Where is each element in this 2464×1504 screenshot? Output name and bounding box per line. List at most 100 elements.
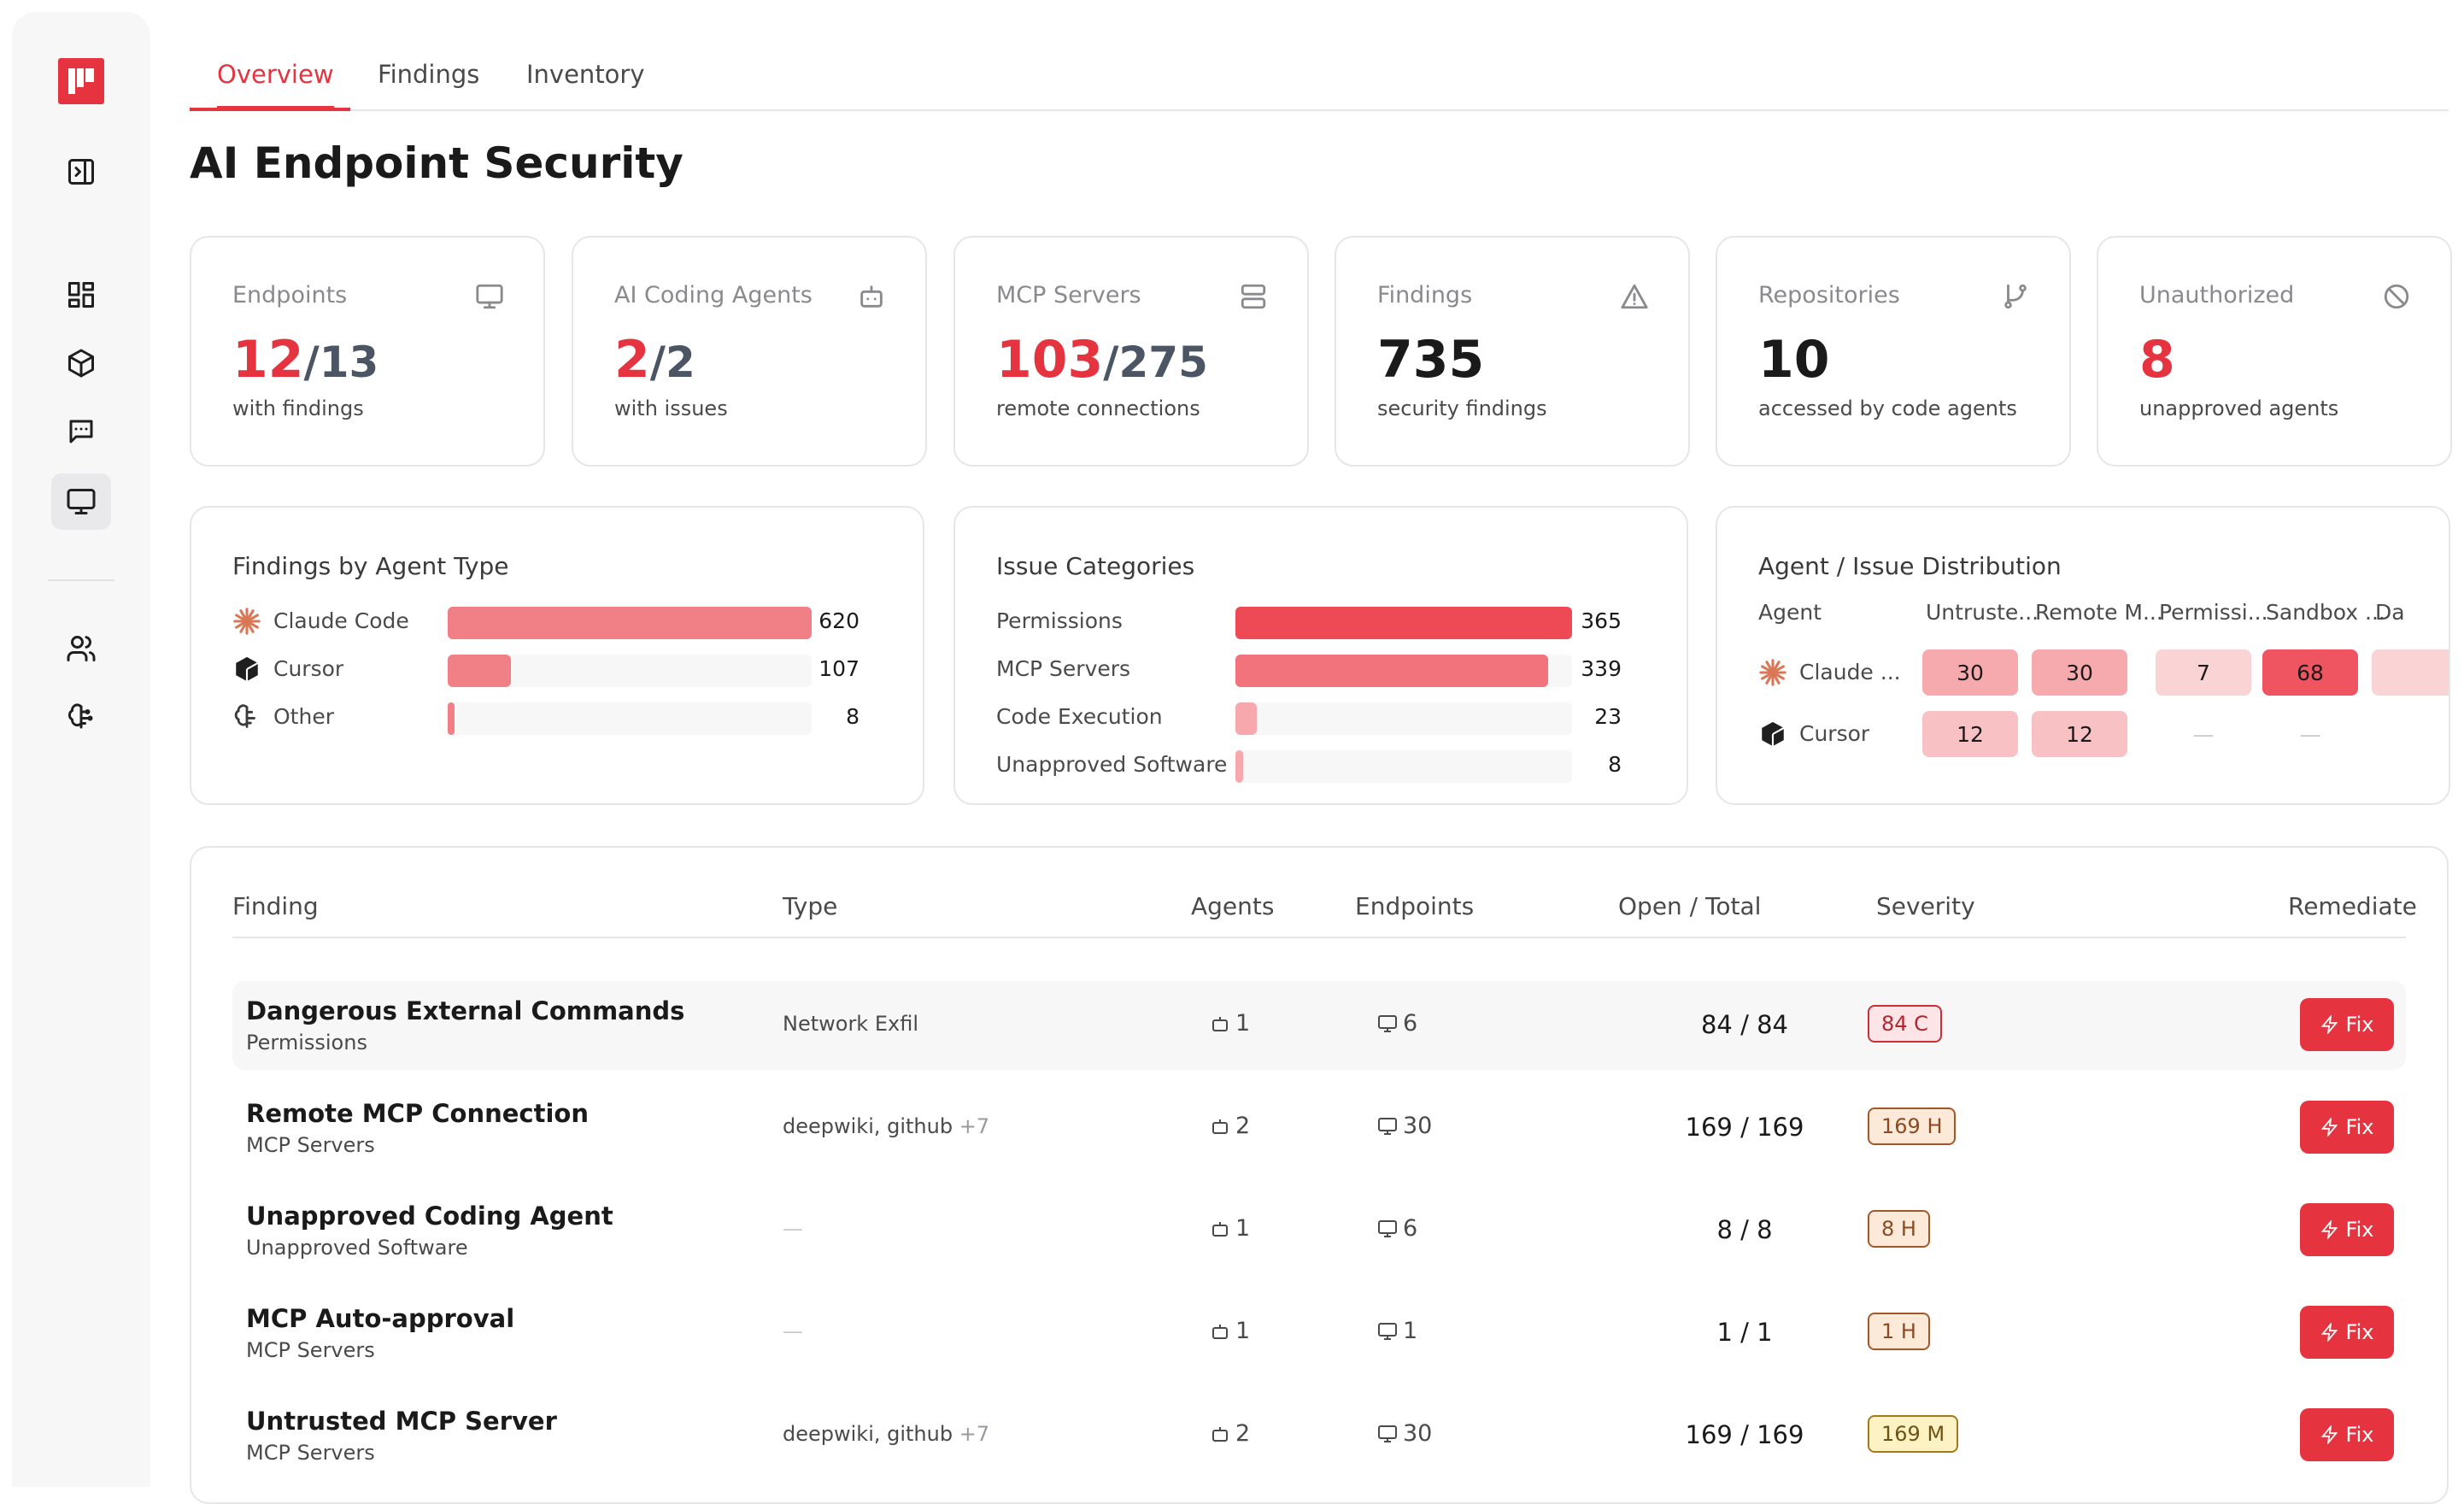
table-row[interactable]: Unapproved Coding Agent Unapproved Softwa…	[232, 1186, 2406, 1275]
endpoints-count: 6	[1377, 1215, 1417, 1242]
dist-cell[interactable]: —	[2299, 721, 2321, 747]
finding-type: deepwiki, github +7	[783, 1114, 990, 1138]
agents-count: 1	[1210, 1215, 1250, 1242]
finding-title[interactable]: Unapproved Coding Agent	[246, 1201, 613, 1231]
dist-agent-header: Agent	[1758, 600, 1822, 625]
dist-cell[interactable]: —	[2192, 721, 2215, 747]
stat-value: 103/275	[996, 330, 1208, 390]
stat-subtext: with issues	[614, 397, 728, 420]
finding-category: Permissions	[246, 1031, 367, 1055]
bar-label: Cursor	[273, 656, 344, 681]
th-remediate: Remediate	[2288, 892, 2417, 920]
endpoints-count: 1	[1377, 1318, 1417, 1344]
finding-category: MCP Servers	[246, 1338, 375, 1362]
stat-card-agents[interactable]: AI Coding Agents 2/2 with issues	[572, 236, 927, 467]
bar-fill[interactable]	[448, 607, 812, 639]
dist-cell[interactable]: 30	[2032, 649, 2127, 696]
fix-button[interactable]: Fix	[2300, 1306, 2394, 1359]
bar-fill[interactable]	[1235, 750, 1243, 783]
fix-button[interactable]: Fix	[2300, 1203, 2394, 1256]
dist-cell[interactable]: 7	[2156, 649, 2251, 696]
endpoint-monitor-icon[interactable]	[51, 473, 111, 530]
dist-cell[interactable]: 68	[2262, 649, 2358, 696]
dist-agent-label: Cursor	[1799, 721, 1870, 746]
bar-value: 620	[818, 608, 859, 633]
dist-column-header: Remote M...	[2035, 600, 2163, 625]
stat-label: Endpoints	[232, 282, 348, 308]
bar-value: 8	[1608, 752, 1622, 777]
chart-title: Issue Categories	[996, 552, 1195, 580]
users-icon[interactable]	[62, 629, 101, 668]
th-type[interactable]: Type	[783, 892, 838, 920]
agents-count: 1	[1210, 1010, 1250, 1037]
stat-card-mcp-servers[interactable]: MCP Servers 103/275 remote connections	[953, 236, 1309, 467]
table-row[interactable]: Untrusted MCP Server MCP Servers deepwiki,…	[232, 1391, 2406, 1480]
sidebar-toggle-icon[interactable]	[62, 152, 101, 191]
finding-title[interactable]: MCP Auto-approval	[246, 1304, 515, 1333]
bar-fill[interactable]	[448, 702, 455, 735]
open-total: 8 / 8	[1716, 1215, 1773, 1244]
fix-button[interactable]: Fix	[2300, 1101, 2394, 1154]
stat-card-repositories[interactable]: Repositories 10 accessed by code agents	[1716, 236, 2071, 467]
finding-type: deepwiki, github +7	[783, 1422, 990, 1446]
bar-value: 107	[818, 656, 859, 681]
tab-findings[interactable]: Findings	[378, 60, 480, 89]
finding-title[interactable]: Remote MCP Connection	[246, 1099, 589, 1128]
agents-count: 2	[1210, 1420, 1250, 1447]
dist-column-header: Permissi...	[2159, 600, 2268, 625]
fix-button[interactable]: Fix	[2300, 1408, 2394, 1461]
finding-title[interactable]: Dangerous External Commands	[246, 996, 685, 1025]
category-bar-row: MCP Servers 339	[955, 651, 1687, 689]
dist-cell[interactable]	[2372, 649, 2449, 696]
dist-cell[interactable]: 30	[1922, 649, 2018, 696]
endpoints-count: 30	[1377, 1420, 1432, 1447]
stat-card-unauthorized[interactable]: Unauthorized 8 unapproved agents	[2097, 236, 2452, 467]
brain-icon[interactable]	[62, 697, 101, 737]
fix-button[interactable]: Fix	[2300, 998, 2394, 1051]
severity-badge: 8 H	[1868, 1210, 1930, 1248]
dist-agent-label: Claude ...	[1799, 660, 1901, 684]
stat-subtext: security findings	[1377, 397, 1547, 420]
category-bar-row: Unapproved Software 8	[955, 747, 1687, 784]
sidebar	[12, 12, 150, 1487]
bar-value: 8	[846, 704, 859, 729]
stat-card-findings[interactable]: Findings 735 security findings	[1335, 236, 1690, 467]
th-open-total[interactable]: Open / Total	[1618, 892, 1762, 920]
th-finding[interactable]: Finding	[232, 892, 319, 920]
issue-categories-card: Issue Categories Permissions 365 MCP Serve…	[953, 506, 1688, 805]
finding-type: Network Exfil	[783, 1012, 918, 1036]
bar-label: Other	[273, 704, 334, 729]
dist-column-header: Sandbox ...	[2266, 600, 2385, 625]
bot-icon	[857, 282, 886, 311]
stat-value: 12/13	[232, 330, 379, 390]
tab-overview[interactable]: Overview	[217, 60, 334, 109]
th-endpoints[interactable]: Endpoints	[1355, 892, 1475, 920]
stat-label: AI Coding Agents	[614, 282, 813, 308]
dist-cell[interactable]: 12	[2032, 711, 2127, 757]
finding-title[interactable]: Untrusted MCP Server	[246, 1407, 557, 1436]
th-agents[interactable]: Agents	[1191, 892, 1275, 920]
th-severity[interactable]: Severity	[1876, 892, 1975, 920]
bar-fill[interactable]	[1235, 655, 1548, 687]
table-header-divider	[232, 937, 2406, 938]
chat-icon[interactable]	[62, 412, 101, 451]
bar-fill[interactable]	[448, 655, 511, 687]
cursor-icon	[232, 655, 261, 684]
brain-icon	[232, 702, 261, 731]
app-logo[interactable]	[58, 58, 104, 104]
dashboard-icon[interactable]	[62, 275, 101, 314]
bar-fill[interactable]	[1235, 607, 1572, 639]
claude-icon	[1758, 658, 1787, 687]
package-icon[interactable]	[62, 344, 101, 383]
table-row[interactable]: Remote MCP Connection MCP Servers deepwiki…	[232, 1084, 2406, 1172]
bar-fill[interactable]	[1235, 702, 1257, 735]
table-row[interactable]: Dangerous External Commands Permissions Ne…	[232, 981, 2406, 1070]
table-row[interactable]: MCP Auto-approval MCP Servers — 1 1 1 / 1 1 H F…	[232, 1289, 2406, 1378]
dist-cell[interactable]	[2372, 711, 2449, 757]
dist-cell[interactable]: 12	[1922, 711, 2018, 757]
category-bar-row: Code Execution 23	[955, 699, 1687, 737]
tab-inventory[interactable]: Inventory	[526, 60, 645, 89]
category-bar-row: Permissions 365	[955, 603, 1687, 641]
agents-count: 1	[1210, 1318, 1250, 1344]
stat-card-endpoints[interactable]: Endpoints 12/13 with findings	[190, 236, 545, 467]
